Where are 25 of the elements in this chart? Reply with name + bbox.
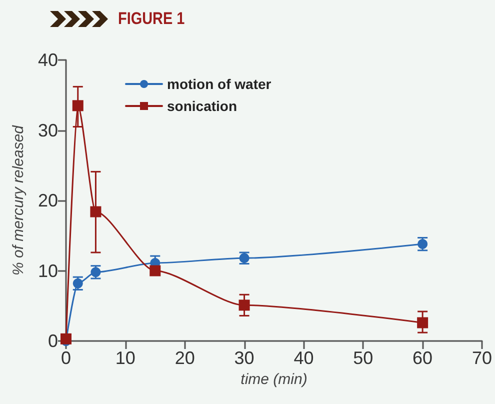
x-tick-label: 60 [412, 348, 433, 368]
point [72, 100, 84, 112]
point [418, 239, 428, 250]
y-tick-label: 0 [48, 331, 58, 351]
legend-label: motion of water [167, 76, 272, 92]
chart-title: FIGURE 1 [118, 9, 185, 29]
legend-label: sonication [167, 98, 238, 114]
y-tick-label: 20 [38, 190, 58, 210]
x-tick-label: 10 [115, 348, 136, 368]
point [90, 206, 102, 218]
point [238, 300, 250, 311]
x-tick-label: 40 [294, 348, 314, 368]
x-tick-label: 0 [60, 348, 72, 368]
y-tick-label: 30 [38, 120, 58, 140]
point [60, 333, 72, 344]
x-axis-title: time (min) [240, 370, 308, 388]
y-axis-title: % of mercury released [10, 124, 27, 276]
x-tick-label: 50 [353, 348, 374, 368]
x-tick-label: 70 [472, 348, 492, 368]
y-tick-label: 10 [38, 260, 58, 281]
y-tick-label: 40 [38, 50, 58, 70]
x-tick-label: 30 [234, 348, 254, 368]
point [150, 265, 161, 276]
x-tick-label: 20 [174, 348, 195, 368]
point [417, 317, 428, 328]
